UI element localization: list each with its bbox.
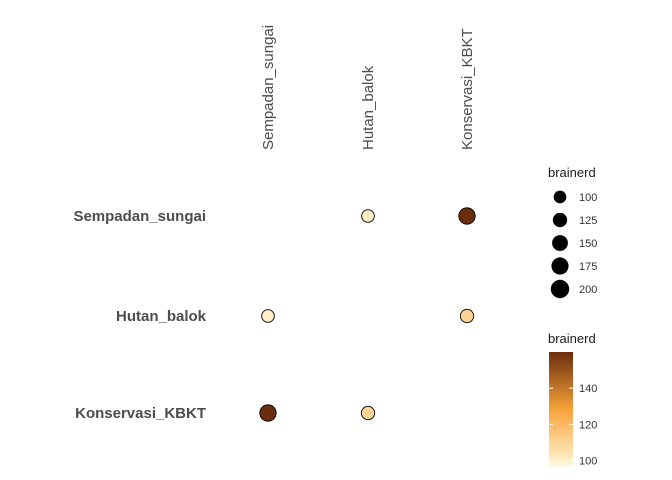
column-label: Sempadan_sungai	[260, 25, 277, 150]
size-legend-title: brainerd	[548, 165, 596, 180]
size-legend-label: 175	[579, 261, 597, 273]
row-label: Hutan_balok	[116, 308, 207, 325]
colorbar	[549, 352, 573, 466]
color-legend-label: 100	[579, 456, 597, 468]
row-label: Sempadan_sungai	[73, 208, 206, 225]
data-point	[360, 405, 376, 421]
data-point	[361, 209, 375, 223]
color-legend-label: 120	[579, 419, 597, 431]
data-point	[459, 308, 475, 324]
row-labels: Sempadan_sungai Hutan_balok Konservasi_KBK…	[73, 208, 206, 422]
column-labels: Sempadan_sungai Hutan_balok Konservasi_KBK…	[260, 25, 476, 150]
row-label: Konservasi_KBKT	[75, 405, 206, 422]
size-legend-label: 100	[579, 192, 597, 204]
color-legend-title: brainerd	[548, 331, 596, 346]
data-point	[261, 309, 275, 323]
size-legend-label: 125	[579, 215, 597, 227]
size-legend-label: 200	[579, 284, 597, 296]
size-legend-label: 150	[579, 238, 597, 250]
color-legend: brainerd 100 120 140	[548, 331, 597, 468]
data-points	[259, 207, 476, 422]
size-legend-key	[552, 235, 568, 251]
column-label: Hutan_balok	[360, 65, 377, 150]
data-point	[458, 207, 476, 225]
data-point	[259, 404, 277, 422]
size-legend-key	[553, 190, 567, 204]
size-legend-key	[551, 257, 569, 275]
column-label: Konservasi_KBKT	[459, 28, 476, 150]
size-legend: brainerd 100 125 150 175 200	[548, 165, 597, 299]
size-legend-key	[552, 212, 568, 228]
color-legend-label: 140	[579, 383, 597, 395]
size-legend-key	[550, 279, 570, 299]
